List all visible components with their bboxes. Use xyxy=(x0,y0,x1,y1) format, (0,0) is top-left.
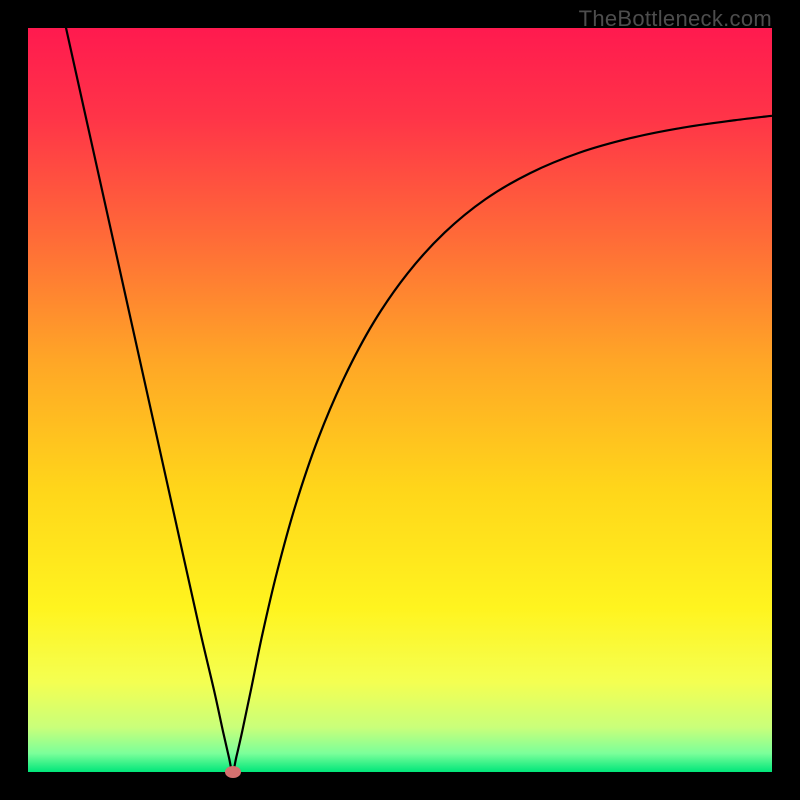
bottleneck-curve xyxy=(28,0,772,772)
minimum-marker xyxy=(225,766,241,778)
watermark-text: TheBottleneck.com xyxy=(579,6,772,32)
curve-svg xyxy=(28,28,772,772)
plot-area xyxy=(28,28,772,772)
